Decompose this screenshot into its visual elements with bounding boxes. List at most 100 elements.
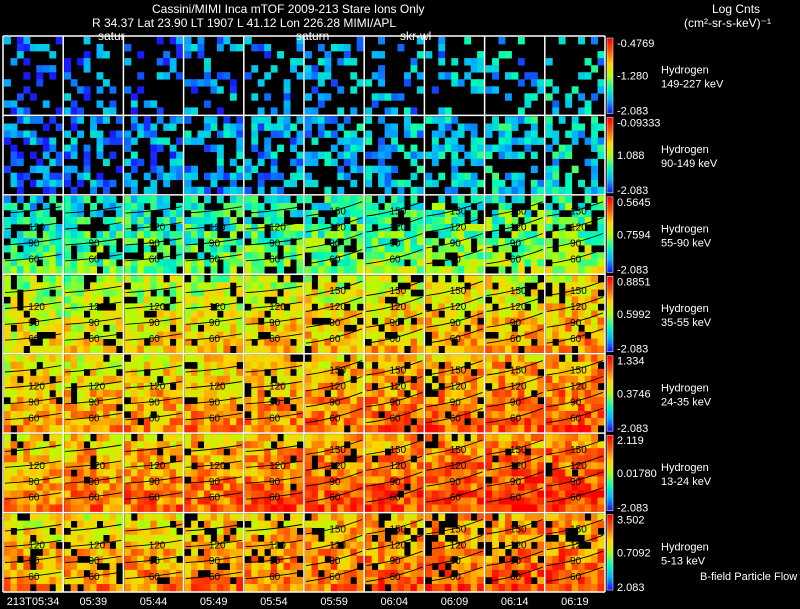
heatmap-cell (29, 520, 37, 528)
heatmap-cell (464, 58, 472, 66)
heatmap-cell (485, 151, 493, 159)
heatmap-cell (10, 209, 18, 218)
heatmap-cell (384, 504, 392, 512)
pitch-contour (4, 444, 62, 452)
heatmap-cell (505, 93, 512, 101)
heatmap-cell (16, 51, 24, 59)
heatmap-cell (537, 483, 545, 491)
heatmap-cell (83, 252, 91, 260)
heatmap-cell (365, 490, 373, 498)
heatmap-cell (49, 555, 57, 564)
heatmap-cell (103, 441, 110, 449)
heatmap-cell (96, 469, 104, 477)
heatmap-cell (416, 497, 424, 505)
heatmap-cell (317, 338, 325, 346)
heatmap-cell (343, 368, 351, 377)
heatmap-cell (264, 72, 272, 80)
heatmap-cell (223, 382, 231, 391)
heatmap-cell (444, 282, 452, 290)
heatmap-cell (229, 93, 237, 101)
heatmap-cell (169, 231, 177, 239)
heatmap-cell (330, 144, 338, 152)
heatmap-cell (137, 202, 145, 211)
heatmap-cell (290, 382, 297, 391)
heatmap-cell (244, 361, 252, 370)
heatmap-cell (524, 338, 532, 346)
heatmap-cell (176, 411, 183, 419)
heatmap-cell (305, 310, 312, 318)
heatmap-cell (565, 259, 573, 267)
heatmap-cell (371, 476, 379, 484)
heatmap-cell (324, 504, 332, 512)
heatmap-cell (296, 209, 304, 218)
heatmap-cell (191, 296, 198, 304)
heatmap-cell (191, 107, 198, 115)
heatmap-cell (378, 252, 385, 260)
pitch-contour-label: 120 (510, 382, 527, 393)
heatmap-cell (444, 375, 452, 384)
heatmap-cell (150, 195, 158, 204)
heatmap-cell (124, 238, 132, 246)
colorbar-min-label: -2.083 (617, 105, 648, 117)
heatmap-cell (317, 303, 325, 311)
pitch-contour-label: 60 (149, 334, 161, 345)
heatmap-cell (4, 434, 11, 442)
heatmap-cell (29, 151, 37, 159)
heatmap-cell (77, 520, 84, 528)
heatmap-cell (457, 224, 465, 232)
pitch-contour (185, 238, 242, 246)
heatmap-cell (176, 483, 183, 491)
heatmap-cell (317, 462, 325, 470)
pitch-contour (185, 206, 242, 214)
heatmap-cell (150, 462, 158, 470)
heatmap-cell (277, 368, 284, 377)
heatmap-cell (223, 354, 231, 363)
heatmap-cell (378, 259, 385, 267)
heatmap-cell (451, 72, 459, 80)
heatmap-cell (283, 455, 291, 463)
heatmap-cell (498, 483, 506, 491)
heatmap-cell (169, 317, 177, 325)
heatmap-cell (470, 209, 478, 218)
heatmap-cell (290, 224, 297, 232)
heatmap-cell (505, 172, 512, 181)
pitch-contour (426, 376, 483, 392)
heatmap-cell (591, 202, 598, 211)
energy-row (4, 116, 605, 195)
heatmap-cell (197, 338, 205, 346)
heatmap-cell (397, 411, 405, 419)
heatmap-cell (264, 209, 272, 218)
heatmap-cell (16, 331, 24, 339)
heatmap-cell (591, 425, 598, 433)
heatmap-cell (90, 404, 97, 412)
heatmap-cell (571, 404, 579, 412)
heatmap-cell (305, 296, 312, 304)
colorbar-segment (607, 262, 613, 266)
heatmap-cell (545, 58, 553, 66)
heatmap-cell (29, 476, 37, 484)
heatmap-cell (70, 462, 78, 470)
heatmap-cell (163, 411, 171, 419)
heatmap-cell (216, 324, 224, 332)
heatmap-cell (296, 44, 304, 52)
heatmap-cell (578, 368, 585, 377)
heatmap-cell (96, 483, 104, 491)
heatmap-cell (384, 324, 392, 332)
heatmap-cell (464, 490, 472, 498)
heatmap-cell (584, 411, 592, 419)
colorbar-segment (607, 109, 613, 113)
heatmap-cell (416, 504, 424, 512)
heatmap-cell (270, 231, 278, 239)
heatmap-cell (444, 425, 452, 433)
heatmap-cell (470, 195, 478, 204)
heatmap-cell (16, 354, 24, 363)
heatmap-cell (558, 238, 566, 246)
pitch-contour-label: 90 (269, 397, 281, 408)
heatmap-cell (10, 252, 18, 260)
heatmap-cell (64, 165, 72, 174)
heatmap-cell (156, 411, 164, 419)
colorbar-segment (607, 404, 613, 408)
heatmap-cell (130, 195, 138, 204)
heatmap-cell (163, 209, 171, 218)
heatmap-cell (150, 345, 158, 354)
